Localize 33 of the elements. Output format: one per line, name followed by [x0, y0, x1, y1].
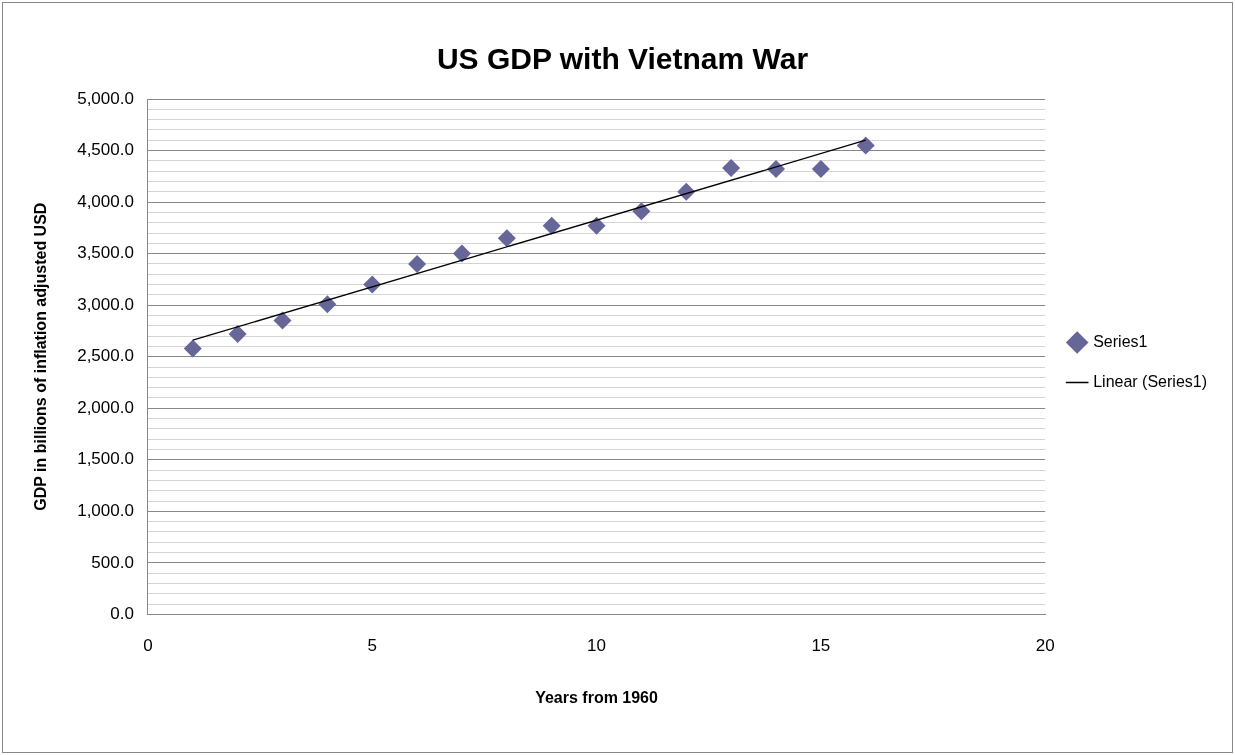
point	[452, 244, 471, 263]
y-tick-label: 1,000.0	[77, 501, 134, 521]
chart-title: US GDP with Vietnam War	[436, 42, 809, 76]
x-tick-label: 0	[143, 636, 153, 656]
point	[722, 159, 741, 178]
y-tick-label: 2,500.0	[77, 346, 134, 366]
y-tick-label: 4,500.0	[77, 140, 134, 160]
point	[183, 339, 202, 358]
y-tick-label: 4,000.0	[77, 191, 134, 211]
point	[587, 216, 606, 235]
y-tick-label: 3,500.0	[77, 243, 134, 263]
y-tick-label: 2,000.0	[77, 397, 134, 417]
point	[497, 229, 516, 248]
point	[542, 216, 561, 235]
y-tick-label: 5,000.0	[77, 88, 134, 108]
point	[632, 202, 651, 221]
x-axis-title: Years from 1960	[535, 688, 659, 706]
y-tick-label: 500.0	[91, 552, 134, 572]
x-tick-label: 10	[587, 636, 607, 656]
point	[273, 311, 292, 330]
point	[408, 254, 427, 273]
y-tick-label: 1,500.0	[77, 449, 134, 469]
x-tick-label: 5	[367, 636, 377, 656]
y-tick-label: 3,000.0	[77, 294, 134, 314]
legend-label: Series1	[1093, 332, 1148, 350]
x-tick-label: 20	[1035, 636, 1055, 656]
point	[856, 136, 875, 155]
legend-label: Linear (Series1)	[1093, 372, 1207, 390]
x-tick-label: 15	[811, 636, 831, 656]
y-tick-label: 0.0	[110, 604, 134, 624]
y-axis-title: GDP in billions of inflation adjusted USD	[32, 202, 50, 511]
point	[811, 160, 830, 179]
point	[228, 325, 247, 344]
